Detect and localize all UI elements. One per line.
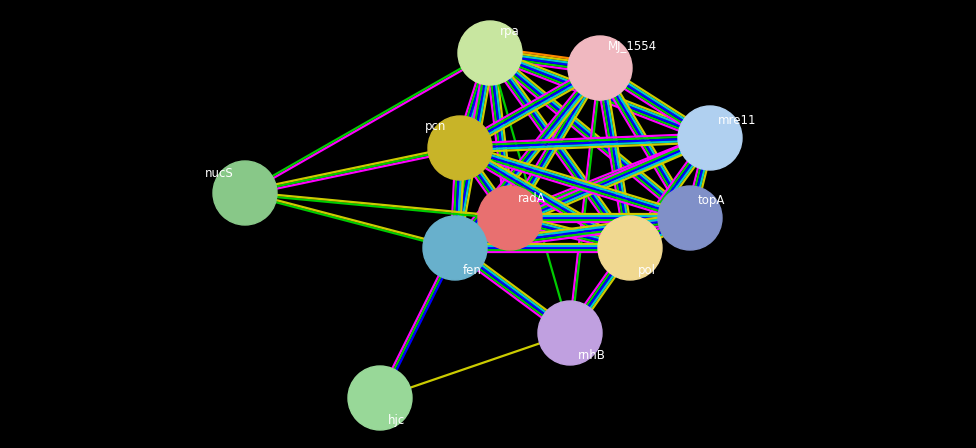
Circle shape (478, 186, 542, 250)
Text: rnhB: rnhB (578, 349, 606, 362)
Circle shape (423, 216, 487, 280)
Text: hjc: hjc (388, 414, 405, 426)
Text: nucS: nucS (205, 167, 233, 180)
Text: pcn: pcn (425, 120, 446, 133)
Circle shape (598, 216, 662, 280)
Text: MJ_1554: MJ_1554 (608, 39, 657, 52)
Circle shape (678, 106, 742, 170)
Text: radA: radA (518, 191, 546, 204)
Text: mre11: mre11 (718, 113, 756, 126)
Circle shape (213, 161, 277, 225)
Text: rpa: rpa (500, 25, 520, 38)
Text: pol: pol (638, 263, 656, 276)
Circle shape (428, 116, 492, 180)
Circle shape (568, 36, 632, 100)
Circle shape (658, 186, 722, 250)
Circle shape (458, 21, 522, 85)
Text: topA: topA (698, 194, 725, 207)
Circle shape (348, 366, 412, 430)
Text: fen: fen (463, 263, 482, 276)
Circle shape (538, 301, 602, 365)
